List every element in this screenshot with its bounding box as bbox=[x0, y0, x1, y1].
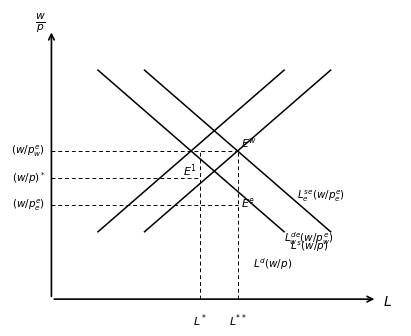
Text: $E^e$: $E^e$ bbox=[241, 196, 255, 210]
Text: $L$: $L$ bbox=[383, 295, 392, 309]
Text: $(w/ p^e_w)$: $(w/ p^e_w)$ bbox=[11, 143, 45, 159]
Text: $L^{se}_e(w/ p^e_e)$: $L^{se}_e(w/ p^e_e)$ bbox=[296, 189, 344, 205]
Text: $L^d(w/ p)$: $L^d(w/ p)$ bbox=[253, 256, 292, 272]
Text: $(w/ p^e_e)$: $(w/ p^e_e)$ bbox=[12, 197, 45, 213]
Text: $\frac{w}{p}$: $\frac{w}{p}$ bbox=[35, 12, 46, 35]
Text: $E^1$: $E^1$ bbox=[183, 162, 197, 179]
Text: $L^*$: $L^*$ bbox=[193, 312, 208, 329]
Text: $L^s(w/ p)$: $L^s(w/ p)$ bbox=[290, 240, 329, 254]
Text: $E^w$: $E^w$ bbox=[241, 136, 257, 150]
Text: $L^{**}$: $L^{**}$ bbox=[229, 312, 247, 329]
Text: $L^{de}_w(w/ p^e_w)$: $L^{de}_w(w/ p^e_w)$ bbox=[284, 230, 334, 247]
Text: $(w/ p)^*$: $(w/ p)^*$ bbox=[12, 170, 45, 186]
